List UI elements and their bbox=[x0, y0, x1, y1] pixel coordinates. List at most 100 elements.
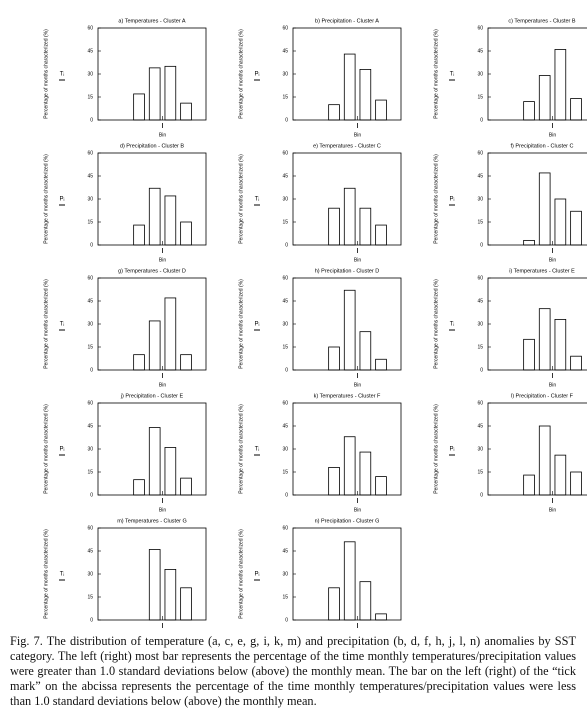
x-axis-label: Bin bbox=[354, 507, 361, 513]
bar bbox=[328, 207, 340, 246]
y-tick-label: 45 bbox=[87, 48, 93, 54]
bar bbox=[359, 581, 372, 621]
bar bbox=[343, 187, 356, 246]
y-tick-label: 60 bbox=[282, 150, 288, 156]
side-label: Pᵢ bbox=[255, 322, 260, 328]
y-tick-label: 45 bbox=[87, 548, 93, 554]
y-tick-label: 30 bbox=[282, 321, 288, 327]
side-label: Pᵢ bbox=[450, 447, 455, 453]
panel-title: f) Precipitation - Cluster C bbox=[511, 143, 574, 149]
bar bbox=[148, 320, 161, 371]
bar bbox=[554, 198, 567, 246]
bar-panel: f) Precipitation - Cluster C Percentage o… bbox=[433, 143, 587, 263]
panel-title: l) Precipitation - Cluster F bbox=[511, 393, 574, 399]
x-axis-label: Bin bbox=[159, 132, 166, 138]
y-tick-label: 0 bbox=[90, 117, 93, 123]
y-tick-label: 45 bbox=[477, 48, 483, 54]
bar-panel: m) Temperatures - Cluster G Percentage of… bbox=[43, 518, 207, 628]
side-label: Tᵢ bbox=[60, 322, 65, 328]
y-tick-label: 45 bbox=[87, 173, 93, 179]
figure: a) Temperatures - Cluster A Percentage of… bbox=[43, 18, 587, 628]
x-axis-label: Bin bbox=[549, 507, 556, 513]
y-tick-label: 60 bbox=[477, 25, 483, 31]
bar bbox=[343, 541, 356, 621]
side-label: Pᵢ bbox=[450, 197, 455, 203]
bar bbox=[359, 331, 372, 371]
side-label: Tᵢ bbox=[60, 72, 65, 78]
y-tick-label: 30 bbox=[87, 196, 93, 202]
bar bbox=[375, 476, 387, 496]
bar-panel: d) Precipitation - Cluster B Percentage o… bbox=[43, 143, 207, 263]
y-tick-label: 45 bbox=[477, 298, 483, 304]
bar-panel: k) Temperatures - Cluster F Percentage of… bbox=[238, 393, 402, 513]
bar bbox=[180, 354, 192, 371]
x-axis-label: Bin bbox=[354, 132, 361, 138]
bar bbox=[375, 99, 387, 121]
y-tick-label: 60 bbox=[87, 25, 93, 31]
bar bbox=[554, 49, 567, 121]
y-tick-label: 60 bbox=[282, 275, 288, 281]
panel-title: i) Temperatures - Cluster E bbox=[509, 268, 575, 274]
bar bbox=[570, 98, 582, 121]
bar-panel: l) Precipitation - Cluster F Percentage o… bbox=[433, 393, 587, 513]
y-tick-label: 45 bbox=[282, 548, 288, 554]
y-tick-label: 15 bbox=[477, 219, 483, 225]
x-axis-label: Bin bbox=[159, 507, 166, 513]
x-axis-label: Bin bbox=[159, 382, 166, 388]
y-tick-label: 45 bbox=[87, 298, 93, 304]
y-tick-label: 0 bbox=[480, 492, 483, 498]
panel-title: j) Precipitation - Cluster E bbox=[120, 393, 184, 399]
y-tick-label: 60 bbox=[87, 525, 93, 531]
bar bbox=[359, 207, 372, 246]
plot-frame bbox=[97, 152, 207, 246]
bar bbox=[523, 101, 535, 121]
y-tick-label: 15 bbox=[87, 344, 93, 350]
bar bbox=[180, 587, 192, 621]
plot-frame bbox=[292, 402, 402, 496]
bar-panel: g) Temperatures - Cluster D Percentage of… bbox=[43, 268, 207, 388]
side-label: Tᵢ bbox=[450, 322, 455, 328]
bar-panel: j) Precipitation - Cluster E Percentage o… bbox=[43, 393, 207, 513]
bar bbox=[359, 451, 372, 496]
y-tick-label: 60 bbox=[282, 25, 288, 31]
y-axis-label: Percentage of months characterized (%) bbox=[433, 279, 439, 369]
plot-frame bbox=[292, 152, 402, 246]
bar bbox=[554, 454, 567, 496]
side-label: Tᵢ bbox=[60, 572, 65, 578]
y-tick-label: 60 bbox=[282, 400, 288, 406]
bar bbox=[375, 613, 387, 621]
y-tick-label: 0 bbox=[285, 617, 288, 623]
y-axis-label: Percentage of months characterized (%) bbox=[238, 154, 244, 244]
y-tick-label: 30 bbox=[477, 321, 483, 327]
bar bbox=[375, 224, 387, 246]
y-tick-label: 0 bbox=[285, 492, 288, 498]
y-tick-label: 30 bbox=[87, 571, 93, 577]
bar bbox=[343, 53, 356, 121]
y-tick-label: 0 bbox=[480, 117, 483, 123]
y-tick-label: 0 bbox=[90, 367, 93, 373]
bar-panel: i) Temperatures - Cluster E Percentage of… bbox=[433, 268, 587, 388]
y-axis-label: Percentage of months characterized (%) bbox=[433, 404, 439, 494]
y-tick-label: 0 bbox=[480, 242, 483, 248]
bar bbox=[538, 308, 551, 371]
side-label: Pᵢ bbox=[60, 197, 65, 203]
bar-panel: h) Precipitation - Cluster D Percentage o… bbox=[238, 268, 402, 388]
plot-frame bbox=[487, 402, 587, 496]
y-tick-label: 45 bbox=[282, 423, 288, 429]
y-tick-label: 15 bbox=[282, 219, 288, 225]
bar bbox=[164, 569, 177, 621]
y-tick-label: 0 bbox=[480, 367, 483, 373]
bar bbox=[180, 477, 192, 496]
x-axis-label: Bin bbox=[159, 257, 166, 263]
bar bbox=[343, 289, 356, 371]
bar bbox=[148, 427, 161, 496]
x-axis-label: Bin bbox=[549, 257, 556, 263]
y-tick-label: 45 bbox=[87, 423, 93, 429]
bar bbox=[180, 102, 192, 121]
bar bbox=[570, 355, 582, 371]
side-label: Tᵢ bbox=[255, 197, 260, 203]
y-tick-label: 0 bbox=[285, 367, 288, 373]
y-tick-label: 15 bbox=[477, 344, 483, 350]
y-tick-label: 0 bbox=[90, 242, 93, 248]
